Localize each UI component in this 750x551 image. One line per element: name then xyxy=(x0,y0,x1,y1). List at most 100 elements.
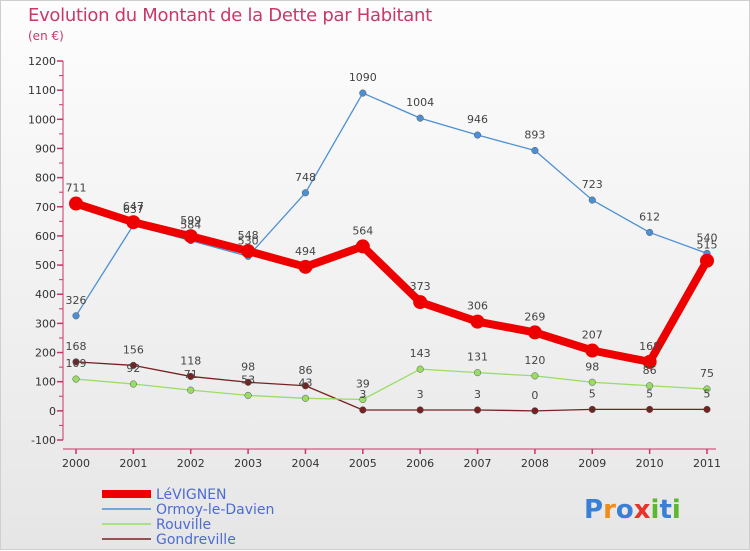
data-point xyxy=(416,406,424,414)
data-label: 168 xyxy=(66,340,87,353)
data-point xyxy=(301,382,310,390)
x-tick-label: 2001 xyxy=(119,457,147,470)
y-tick-label: -100 xyxy=(31,434,56,447)
data-point xyxy=(703,405,711,413)
y-tick-label: 1200 xyxy=(28,55,56,68)
data-point xyxy=(588,378,596,386)
x-tick-label: 2009 xyxy=(578,457,606,470)
data-point xyxy=(241,244,256,259)
y-tick-label: 900 xyxy=(35,142,56,155)
x-tick-label: 2011 xyxy=(693,457,721,470)
data-point xyxy=(187,386,195,394)
data-label: 1004 xyxy=(406,96,434,109)
data-label: 109 xyxy=(66,357,87,370)
y-tick-label: 800 xyxy=(35,172,56,185)
x-tick-label: 2008 xyxy=(521,457,549,470)
data-label: 306 xyxy=(467,300,488,313)
legend-label: LéVIGNEN xyxy=(156,487,227,503)
x-tick-label: 2002 xyxy=(177,457,205,470)
data-label: 5 xyxy=(589,387,596,400)
data-label: 3 xyxy=(417,388,424,401)
y-tick-label: 400 xyxy=(35,288,56,301)
x-tick-label: 2006 xyxy=(406,457,434,470)
data-point xyxy=(473,131,482,139)
data-label: 75 xyxy=(700,367,714,380)
data-point xyxy=(359,89,367,97)
data-label: 540 xyxy=(697,231,718,244)
data-label: 143 xyxy=(410,347,431,360)
data-label: 647 xyxy=(123,200,144,213)
data-point xyxy=(416,365,424,373)
data-label: 723 xyxy=(582,178,603,191)
data-label: 53 xyxy=(241,373,255,386)
x-tick-label: 2003 xyxy=(234,457,262,470)
data-point xyxy=(527,325,542,340)
data-point xyxy=(416,114,424,122)
data-point xyxy=(129,380,137,388)
data-point xyxy=(69,196,83,211)
data-label: 637 xyxy=(123,203,144,216)
data-label: 584 xyxy=(180,219,201,232)
data-point xyxy=(646,382,654,390)
data-label: 564 xyxy=(352,224,373,237)
data-point xyxy=(72,375,80,383)
data-label: 3 xyxy=(474,388,481,401)
data-point xyxy=(359,395,367,404)
x-tick-label: 2007 xyxy=(464,457,492,470)
data-label: 71 xyxy=(184,368,198,381)
data-label: 39 xyxy=(356,377,370,390)
data-label: 120 xyxy=(524,354,545,367)
data-point xyxy=(72,358,80,366)
data-point xyxy=(531,146,539,155)
y-tick-label: 1000 xyxy=(28,113,56,126)
data-label: 5 xyxy=(646,387,653,400)
y-tick-label: 300 xyxy=(35,317,56,330)
data-point xyxy=(588,196,596,204)
data-label: 748 xyxy=(295,171,316,184)
data-label: 494 xyxy=(295,245,316,258)
data-label: 98 xyxy=(241,360,255,373)
data-point xyxy=(703,385,711,393)
data-label: 269 xyxy=(524,310,545,323)
legend-label: Gondreville xyxy=(156,532,236,548)
y-tick-label: 1100 xyxy=(28,84,56,97)
data-label: 946 xyxy=(467,113,488,126)
data-point xyxy=(298,259,313,274)
data-label: 86 xyxy=(643,364,657,377)
data-label: 168 xyxy=(639,340,660,353)
data-point xyxy=(183,229,198,244)
data-label: 515 xyxy=(697,239,718,252)
chart-subtitle: (en €) xyxy=(28,29,64,43)
x-tick-label: 2005 xyxy=(349,457,377,470)
data-label: 98 xyxy=(585,360,599,373)
data-point xyxy=(187,372,195,380)
data-label: 599 xyxy=(180,214,201,227)
series-line xyxy=(75,368,708,401)
data-label: 548 xyxy=(238,229,259,242)
data-point xyxy=(244,391,252,399)
data-label: 1090 xyxy=(349,71,377,84)
data-point xyxy=(359,406,367,414)
data-point xyxy=(642,354,657,369)
data-point xyxy=(531,407,539,415)
data-point xyxy=(470,314,485,329)
data-label: 0 xyxy=(531,389,538,402)
x-tick-label: 2010 xyxy=(636,457,664,470)
data-point xyxy=(531,372,539,380)
y-tick-label: 0 xyxy=(49,405,56,418)
data-point xyxy=(646,405,654,413)
data-point xyxy=(646,228,654,236)
data-label: 207 xyxy=(582,328,603,341)
data-label: 711 xyxy=(66,182,87,195)
series-line xyxy=(75,361,707,412)
data-label: 3 xyxy=(359,388,366,401)
y-tick-label: 200 xyxy=(35,347,56,360)
data-point xyxy=(473,369,482,377)
legend-label: Ormoy-le-Davien xyxy=(156,502,274,518)
y-tick-label: 600 xyxy=(35,230,56,243)
data-label: 156 xyxy=(123,343,144,356)
y-tick-label: 700 xyxy=(35,201,56,214)
series-line xyxy=(74,199,711,366)
